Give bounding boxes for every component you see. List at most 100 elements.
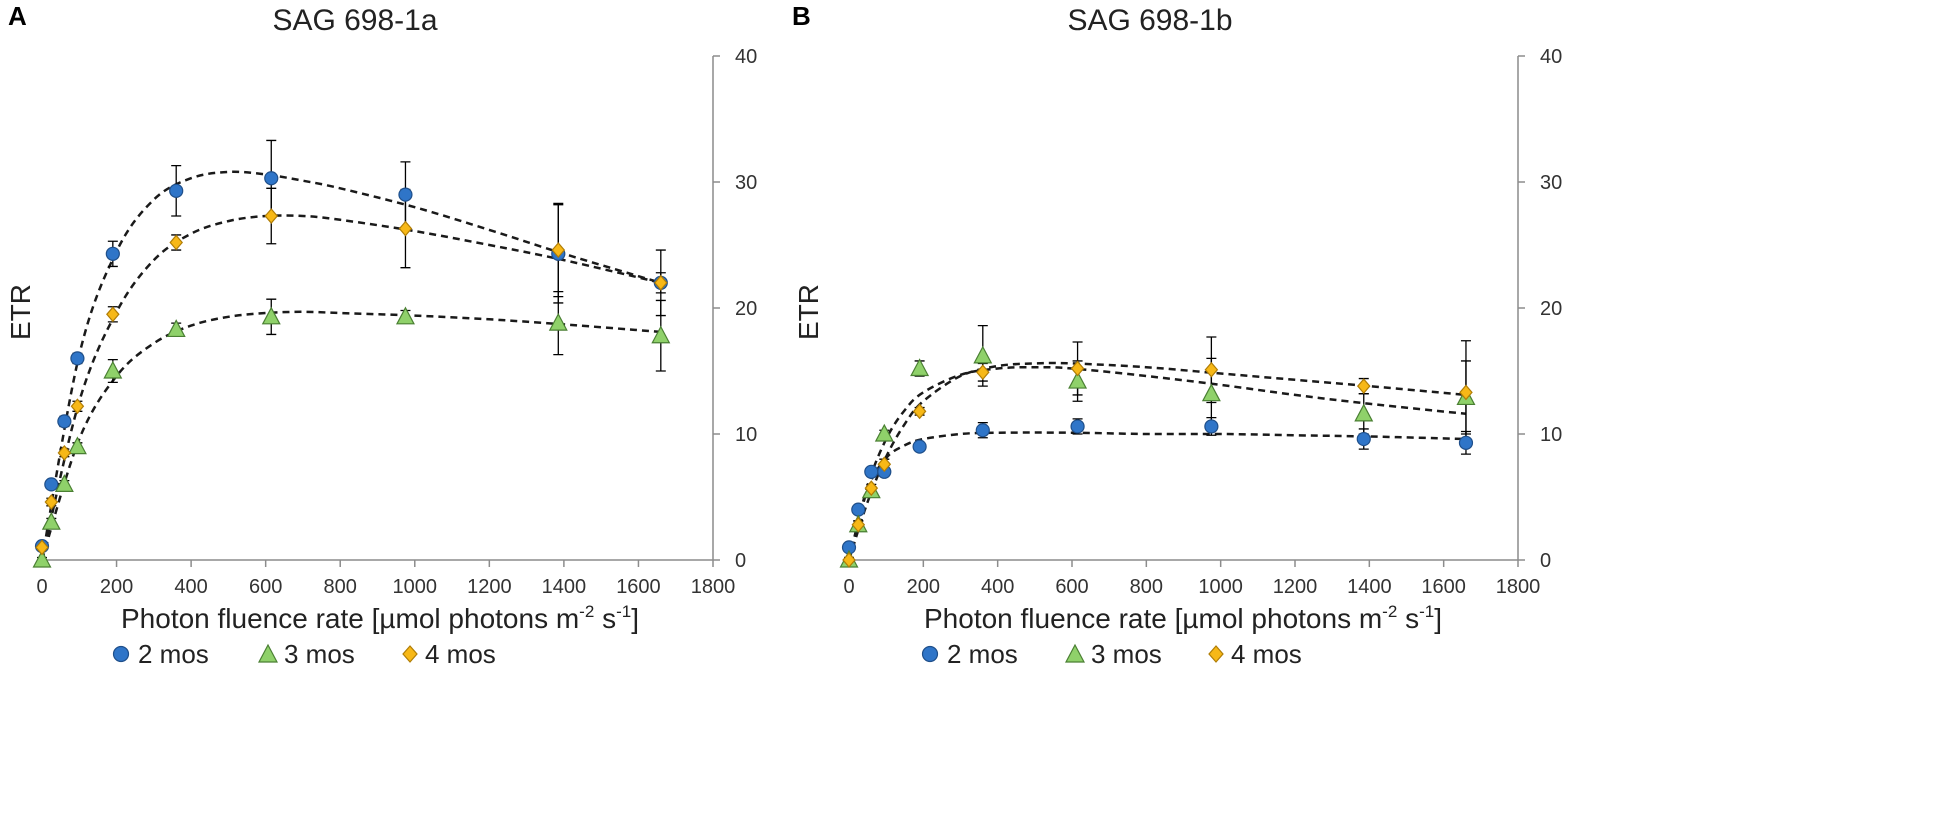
fit-curve-2mos [847,431,1467,561]
data-point-4mos [551,242,566,258]
legend-b-triangle-marker [1065,643,1085,663]
data-point-4mos [57,444,72,461]
x-tick-label: 1600 [1421,576,1466,598]
data-point-4mos [35,539,49,556]
data-point-4mos [398,220,413,237]
data-point-3mos [261,306,281,325]
panel-a-title: SAG 698-1a [272,4,437,37]
data-point-3mos [1354,403,1374,422]
x-tick-label: 200 [907,576,940,598]
x-tick-label: 1800 [1496,576,1541,598]
data-point-2mos [398,187,413,202]
x-tick-label: 800 [324,576,357,598]
legend-a-circle-marker [112,645,130,663]
x-tick-label: 200 [100,576,133,598]
y-tick-label: 20 [1540,298,1562,320]
legend-a-triangle-marker [258,643,278,663]
legend-b-item-2mos: 2 mos [921,639,1018,669]
data-point-3mos [973,345,993,364]
y-tick-label: 10 [735,424,757,446]
panel-b-plot-area: 0 200 400 600 800 1000 1200 1400 1600 1800 0 10 20 30… [839,46,1562,598]
legend-b-diamond-marker [1208,645,1224,663]
y-tick-label: 10 [1540,424,1562,446]
data-point-3mos [548,312,568,331]
legend-a-item-3mos: 3 mos [258,639,355,669]
data-point-4mos [842,552,856,568]
x-tick-label: 1200 [467,576,512,598]
data-point-3mos [874,423,894,442]
data-point-2mos [851,502,866,517]
legend-a-item-2mos: 2 mos [112,639,209,669]
legend-a-label-3mos: 3 mos [284,639,355,669]
data-point-2mos [975,423,990,438]
y-tick-label: 30 [735,172,757,194]
data-point-4mos [864,480,879,497]
data-point-4mos [1070,360,1085,377]
legend-b-label-2mos: 2 mos [947,639,1018,669]
data-point-2mos [1070,419,1085,434]
data-point-2mos [864,464,879,479]
x-tick-label: 400 [981,576,1014,598]
panel-a-y-axis-label: ETR [5,284,36,340]
data-point-4mos [44,494,59,510]
data-point-3mos [166,319,186,338]
data-point-4mos [264,208,279,224]
legend-a-label-4mos: 4 mos [425,639,496,669]
y-tick-label: 40 [735,46,757,68]
y-tick-label: 0 [1540,550,1551,572]
legend-a-diamond-marker [402,645,418,663]
x-tick-label: 600 [249,576,282,598]
data-point-2mos [44,477,59,492]
data-point-3mos [54,474,74,492]
x-tick-label: 800 [1130,576,1163,598]
fit-curve-3mos [847,365,1467,561]
panel-a-letter: A [8,1,27,31]
panel-b-legend: 2 mos 3 mos 4 mos [921,639,1302,669]
data-point-3mos [41,511,61,530]
data-point-4mos [654,274,668,291]
panel-a: A SAG 698-1a ETR Photon fluence rate [µm… [5,1,757,634]
x-tick-label: 1000 [1198,576,1243,598]
data-point-4mos [1356,378,1371,395]
x-tick-label: 1400 [1347,576,1392,598]
panel-b-x-axis-label: Photon fluence rate [µmol photons m-2 s-… [924,602,1442,634]
legend-b-circle-marker [921,645,939,663]
data-point-2mos [57,414,72,429]
data-point-4mos [851,516,866,533]
data-point-4mos [976,364,990,381]
data-point-2mos [264,171,279,186]
data-point-3mos [32,549,52,568]
x-tick-label: 1200 [1273,576,1318,598]
y-tick-label: 40 [1540,46,1562,68]
x-tick-label: 1600 [616,576,661,598]
data-point-3mos [395,306,415,325]
data-point-3mos [910,358,930,377]
legend-b-item-4mos: 4 mos [1208,639,1302,669]
data-point-4mos [169,234,183,251]
panel-a-legend: 2 mos 3 mos 4 mos [112,639,496,669]
panel-a-plot-area: 0 200 400 600 800 1000 1200 1400 1600 1800 0 10 20 30… [32,46,757,598]
panel-b: B SAG 698-1b ETR Photon fluence rate [µm… [792,1,1562,634]
data-point-4mos [70,398,85,415]
data-point-4mos [106,306,120,323]
fit-curve-4mos [847,361,1467,561]
x-tick-label: 1400 [542,576,587,598]
data-point-3mos [1068,370,1088,389]
data-point-4mos [1459,384,1473,401]
x-tick-label: 1000 [393,576,438,598]
legend-a-label-2mos: 2 mos [138,639,209,669]
legend-b-label-3mos: 3 mos [1091,639,1162,669]
data-point-2mos [1204,419,1219,434]
x-tick-label: 1800 [691,576,736,598]
data-point-4mos [912,403,927,420]
x-tick-label: 400 [174,576,207,598]
data-point-2mos [105,246,120,261]
fit-curve-2mos [40,170,662,561]
x-tick-label: 0 [36,576,47,598]
panel-b-title: SAG 698-1b [1067,4,1232,37]
data-point-2mos [169,183,184,198]
y-tick-label: 30 [1540,172,1562,194]
x-tick-label: 600 [1055,576,1088,598]
fit-curve-4mos [40,214,662,561]
data-point-4mos [1204,361,1219,378]
